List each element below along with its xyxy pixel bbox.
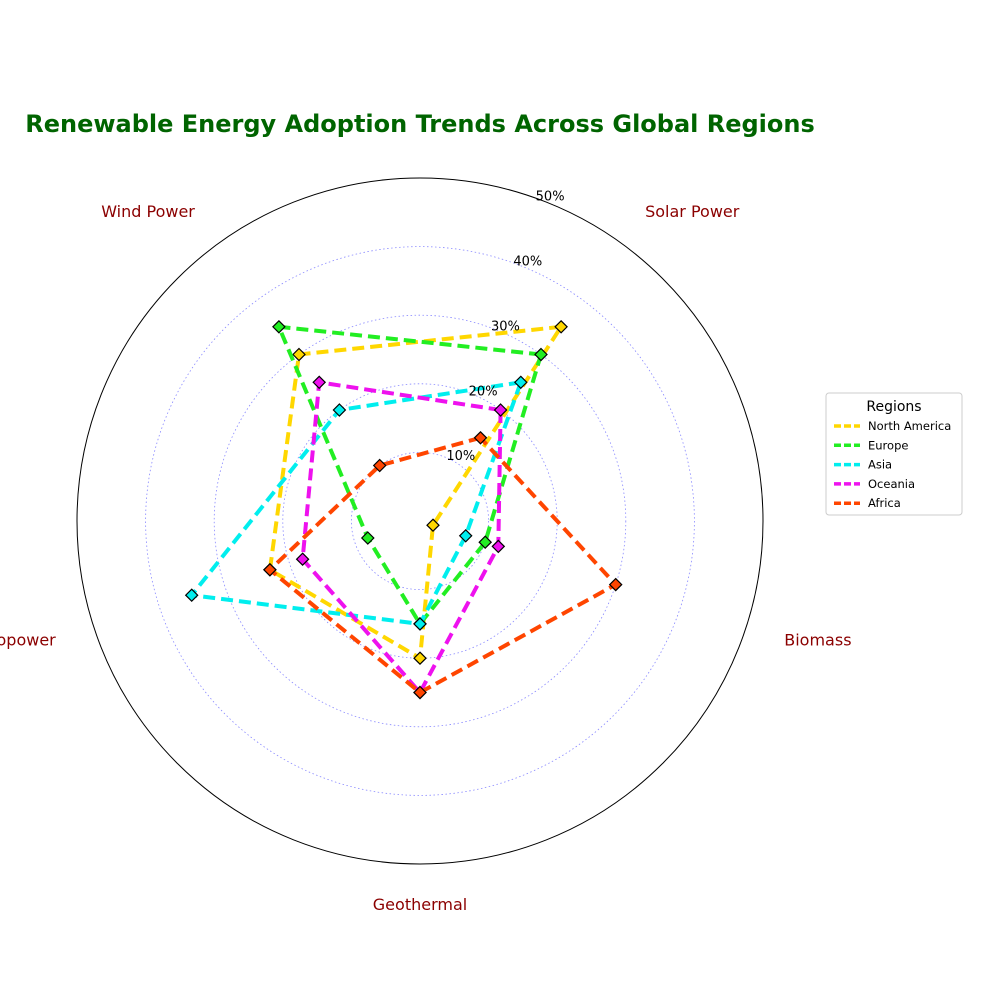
- category-label: Hydropower: [0, 630, 56, 649]
- data-point: [413, 617, 427, 631]
- legend-entry: Oceania: [868, 477, 915, 491]
- data-point: [263, 562, 277, 577]
- grid-ring: [213, 314, 627, 728]
- data-point: [513, 375, 528, 390]
- data-point: [534, 347, 548, 362]
- series-line: [267, 324, 564, 661]
- series-1: [272, 319, 548, 631]
- series-2: [184, 375, 528, 631]
- grid-ring: [350, 451, 489, 590]
- radial-tick-label: 20%: [469, 384, 498, 399]
- series-line: [189, 380, 523, 626]
- category-label: Biomass: [784, 630, 851, 649]
- data-point: [458, 528, 473, 543]
- axis-labels: 10% 20% 30% 40% 50% Solar Power Wind Power Hydr…: [0, 190, 852, 914]
- data-point: [493, 403, 508, 417]
- category-label: Geothermal: [373, 895, 467, 914]
- data-point: [426, 518, 440, 533]
- legend-title: Regions: [866, 399, 921, 415]
- data-point: [360, 531, 375, 545]
- data-point: [272, 319, 286, 334]
- legend-entry: North America: [868, 419, 951, 433]
- radial-tick-label: 10%: [446, 449, 475, 464]
- series-line: [267, 435, 618, 695]
- data-point: [491, 539, 506, 554]
- data-point: [372, 458, 387, 473]
- series-line: [276, 324, 543, 626]
- legend-entry: Africa: [868, 496, 901, 510]
- legend-entry: Asia: [868, 458, 892, 472]
- data-point: [478, 535, 493, 550]
- data-point: [413, 685, 427, 700]
- chart-title: Renewable Energy Adoption Trends Across …: [25, 110, 815, 138]
- data-point: [184, 588, 199, 603]
- series-4: [263, 430, 623, 700]
- data-point: [608, 577, 623, 592]
- data-point: [292, 347, 306, 362]
- data-point: [473, 430, 488, 445]
- series-0: [263, 319, 568, 666]
- outer-boundary: [76, 177, 764, 865]
- category-label: Solar Power: [645, 202, 740, 221]
- legend-entry: Europe: [868, 438, 908, 452]
- legend-items: North America Europe Asia Oceania Africa: [834, 419, 951, 510]
- series-line: [300, 380, 503, 695]
- radial-tick-label: 50%: [536, 190, 565, 205]
- radial-grid: [76, 177, 764, 865]
- data-point: [332, 403, 347, 417]
- category-label: Wind Power: [101, 202, 195, 221]
- data-point: [295, 552, 310, 567]
- radial-tick-label: 30%: [491, 319, 520, 334]
- data-point: [312, 375, 327, 390]
- legend: Regions North America Europe Asia Oceania Af…: [825, 392, 963, 516]
- radial-tick-label: 40%: [513, 255, 542, 270]
- series-group: [184, 319, 623, 700]
- grid-ring: [145, 246, 695, 796]
- data-point: [413, 651, 427, 666]
- data-point: [554, 319, 568, 334]
